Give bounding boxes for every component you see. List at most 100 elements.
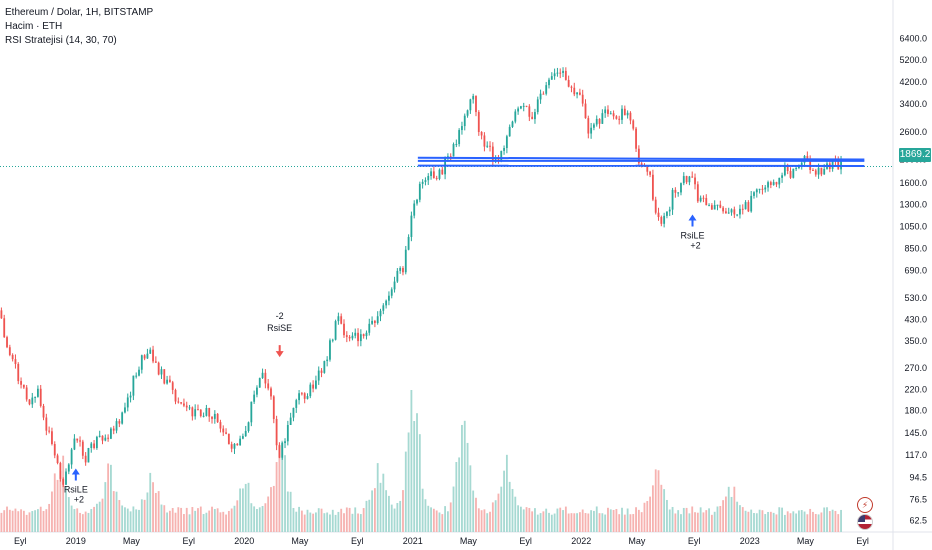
buy-arrow-icon	[688, 214, 697, 227]
volume-bar	[629, 514, 632, 532]
candle-body	[340, 316, 343, 324]
us-flag-icon[interactable]	[857, 514, 873, 530]
candle-body	[511, 121, 514, 127]
candle-body	[730, 209, 733, 213]
volume-bar	[174, 512, 177, 532]
volume-bar	[671, 506, 674, 532]
volume-bar	[444, 506, 447, 532]
candle-body	[233, 443, 236, 449]
candle-body	[135, 375, 138, 377]
volume-bar	[469, 465, 472, 532]
volume-bar	[567, 513, 570, 532]
candle-body	[430, 171, 432, 177]
volume-bar	[385, 490, 388, 532]
candle-body	[837, 160, 840, 170]
volume-bar	[373, 488, 376, 532]
candle-body	[225, 432, 227, 434]
candle-body	[382, 305, 385, 311]
candle-body	[306, 396, 309, 399]
candle-body	[185, 405, 188, 408]
volume-bar	[56, 479, 59, 532]
candle-body	[90, 443, 93, 448]
volume-bar	[326, 512, 329, 532]
volume-bar	[163, 505, 166, 532]
sell-arrow-icon	[275, 345, 284, 358]
candle-body	[39, 388, 42, 406]
x-tick-label: Eyl	[688, 536, 701, 546]
volume-bar	[65, 486, 67, 532]
candle-body	[292, 407, 295, 418]
candle-body	[469, 99, 472, 111]
candle-body	[191, 407, 194, 417]
candle-body	[295, 400, 298, 408]
candle-body	[795, 168, 798, 170]
candle-body	[590, 127, 593, 134]
buy-arrow-icon	[71, 468, 80, 481]
candle-body	[118, 421, 121, 424]
volume-bar	[828, 511, 831, 532]
candle-body	[522, 105, 525, 107]
volume-bar	[803, 511, 806, 532]
candle-body	[317, 370, 320, 381]
volume-bar	[769, 511, 772, 532]
candle-body	[208, 407, 211, 417]
symbol-title[interactable]: Ethereum / Dolar, 1H, BITSTAMP	[5, 7, 154, 18]
lightning-icon[interactable]: ⚡	[857, 497, 873, 513]
volume-bar	[216, 508, 219, 532]
candle-body	[744, 202, 747, 210]
volume-bar	[194, 510, 197, 532]
candle-body	[435, 177, 438, 179]
candle-body	[556, 72, 559, 74]
strategy-legend[interactable]: RSI Stratejisi (14, 30, 70)	[5, 35, 117, 46]
candle-body	[107, 437, 110, 439]
y-tick-label: 530.0	[904, 293, 927, 303]
volume-bar	[348, 507, 351, 532]
x-tick-label: May	[291, 536, 309, 546]
volume-bar	[435, 510, 438, 532]
candle-body	[211, 416, 213, 419]
volume-bar	[449, 502, 452, 532]
volume-bar	[379, 482, 382, 532]
volume-bar	[674, 513, 677, 532]
candle-body	[741, 208, 744, 210]
volume-bar	[185, 507, 188, 532]
volume-bar	[772, 512, 775, 532]
candle-body	[798, 166, 800, 169]
volume-bar	[626, 508, 629, 532]
volume-bar	[191, 507, 194, 532]
volume-bar	[8, 509, 11, 532]
volume-bar	[93, 506, 95, 532]
x-tick-label: May	[797, 536, 815, 546]
volume-legend[interactable]: Hacim · ETH	[5, 21, 63, 32]
candle-body	[351, 335, 354, 339]
volume-bar	[95, 503, 98, 532]
volume-bar	[275, 462, 278, 532]
candle-body	[716, 204, 719, 206]
candle-body	[727, 212, 730, 214]
volume-bar	[649, 496, 652, 532]
candle-body	[505, 136, 508, 149]
candle-body	[800, 162, 803, 167]
volume-bar	[708, 508, 710, 532]
volume-bar	[107, 463, 110, 532]
volume-bar	[202, 514, 205, 532]
y-tick-label: 1600.0	[899, 178, 927, 188]
candle-body	[230, 444, 233, 449]
volume-bar	[550, 514, 553, 532]
candle-body	[289, 417, 292, 425]
candle-body	[149, 349, 152, 354]
candle-body	[725, 211, 727, 214]
candle-body	[562, 70, 564, 73]
volume-bar	[556, 508, 559, 532]
y-tick-label: 1300.0	[899, 199, 927, 209]
candle-body	[53, 444, 56, 456]
volume-bar	[219, 512, 222, 532]
candle-body	[362, 334, 365, 337]
volume-bar	[508, 481, 511, 532]
candle-body	[578, 92, 581, 95]
candle-body	[427, 176, 430, 181]
volume-bar	[67, 497, 70, 532]
volume-bar	[587, 513, 590, 532]
